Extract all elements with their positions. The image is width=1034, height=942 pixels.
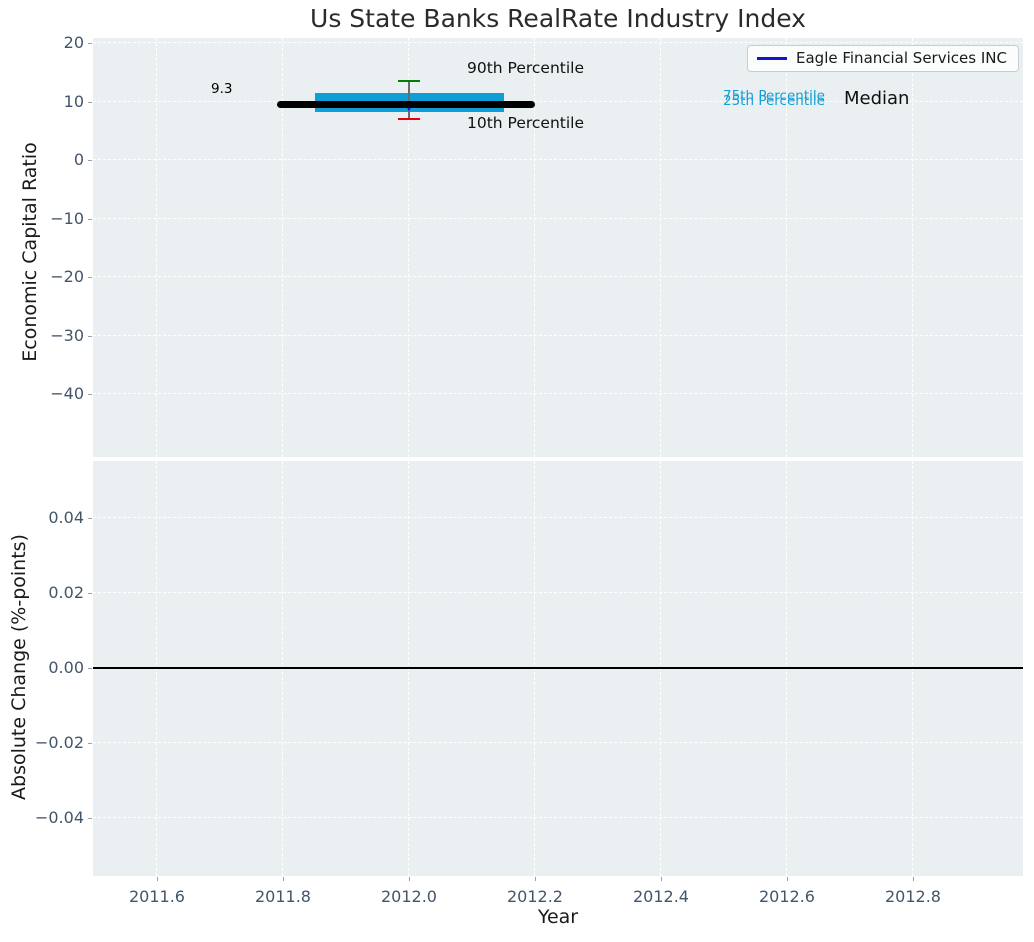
x-tick-mark [787,877,788,881]
annotation-10th-percentile: 10th Percentile [467,114,585,132]
gridline-vertical [660,38,661,457]
gridline-vertical [408,38,409,457]
y-tick-mark [88,43,92,44]
annotation-75th-percentile: 75th Percentile [723,88,825,104]
legend-box: Eagle Financial Services INC [747,45,1019,72]
x-tick-mark [661,877,662,881]
annotation-90th-percentile: 90th Percentile [467,59,585,77]
x-tick-mark [283,877,284,881]
y-tick-mark [88,218,92,220]
y-tick-label: −0.02 [34,733,84,752]
y-tick-mark [88,101,92,103]
y-tick-mark [88,818,92,819]
x-tick-label: 2012.8 [885,887,941,906]
y-tick-label: −40 [50,384,84,403]
y-tick-mark [88,668,92,669]
gridline-vertical [912,38,913,457]
x-tick-mark [913,877,914,881]
y-tick-label: 0 [73,150,84,169]
gridline-vertical [156,38,157,457]
annotation-median: Median [844,88,910,109]
gridline-horizontal [93,334,1023,336]
90th-percentile-cap [398,79,420,83]
y-tick-label: 0.04 [48,508,84,527]
y-tick-mark [88,518,92,519]
x-tick-label: 2011.8 [255,887,311,906]
gridline-horizontal [93,159,1023,160]
y-tick-label: −10 [50,208,84,228]
y-tick-mark [88,593,92,594]
bottom-plot-panel [93,461,1023,876]
gridline-horizontal [93,592,1023,593]
legend-entry-label: Eagle Financial Services INC [796,49,1007,67]
y-tick-label: −20 [50,267,84,286]
gridline-horizontal [93,42,1023,43]
y-tick-label: −30 [50,325,84,345]
gridline-horizontal [93,517,1023,518]
gridline-vertical [282,38,283,457]
x-tick-label: 2012.6 [759,887,815,906]
y-tick-label: 0.02 [48,583,84,602]
gridline-horizontal [93,817,1023,818]
gridline-vertical [786,38,787,457]
x-tick-mark [157,877,158,881]
median-line [276,100,535,108]
x-tick-label: 2012.4 [633,887,689,906]
y-tick-label: −0.04 [34,808,84,827]
y-tick-mark [88,743,92,744]
gridline-horizontal [93,742,1023,743]
10th-percentile-cap [398,117,420,121]
y-tick-mark [88,160,92,161]
point-value-label: 9.3 [211,81,233,97]
zero-change-line [93,667,1023,669]
x-tick-label: 2012.2 [507,887,563,906]
legend-line-swatch [757,57,787,60]
y-tick-label: 20 [63,33,84,52]
y-tick-mark [88,277,92,278]
gridline-horizontal [93,217,1023,219]
gridline-horizontal [93,276,1023,277]
x-tick-mark [409,877,410,881]
y-tick-mark [88,394,92,395]
x-tick-label: 2012.0 [381,887,437,906]
y-tick-mark [88,335,92,337]
gridline-vertical [534,38,535,457]
x-axis-label: Year [537,906,579,928]
chart-title: Us State Banks RealRate Industry Index [310,4,806,33]
top-plot-panel: 9.3 90th Percentile 10th Percentile 75th… [93,38,1023,457]
y-tick-label: 0.00 [48,658,84,677]
y-tick-label: 10 [63,91,84,111]
gridline-horizontal [93,100,1023,102]
x-tick-mark [535,877,536,881]
x-tick-label: 2011.6 [129,887,185,906]
annotation-25th-percentile: 25th Percentile [723,93,825,109]
gridline-horizontal [93,393,1023,394]
percentile-whisker-line [408,81,410,120]
